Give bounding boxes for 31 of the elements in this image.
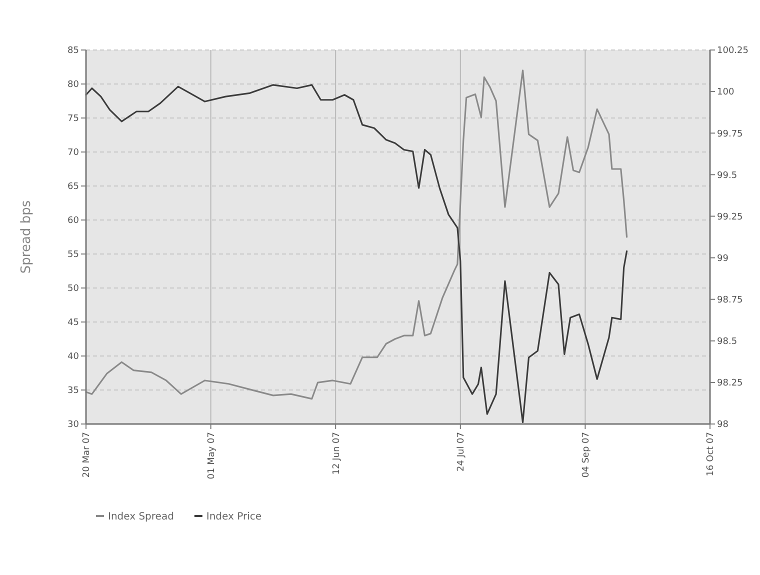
y-tick-label: 75 <box>68 114 79 124</box>
y2-tick-label: 98.5 <box>717 337 738 348</box>
y-axis-title: Spread bps <box>19 200 34 274</box>
y-tick-label: 65 <box>68 182 79 192</box>
y-tick-label: 55 <box>68 250 79 260</box>
y-tick-label: 30 <box>68 420 80 430</box>
y-tick-label: 45 <box>68 318 79 328</box>
y-tick-label: 40 <box>68 352 80 362</box>
y-tick-label: 35 <box>68 386 79 396</box>
y2-tick-label: 99.75 <box>717 129 743 140</box>
legend-label: Index Spread <box>108 512 174 522</box>
y2-tick-label: 99 <box>717 254 729 264</box>
y2-tick-label: 98.75 <box>717 295 743 306</box>
x-tick-label: 12 Jun 07 <box>332 432 342 475</box>
y-tick-label: 70 <box>68 148 80 158</box>
y-tick-label: 50 <box>68 284 80 294</box>
x-tick-label: 20 Mar 07 <box>82 432 92 478</box>
y2-tick-label: 98.25 <box>717 378 743 389</box>
y-tick-label: 60 <box>68 216 80 226</box>
y2-tick-label: 99.25 <box>717 212 743 222</box>
x-tick-label: 24 Jul 07 <box>456 432 467 472</box>
y2-tick-label: 100 <box>717 88 734 98</box>
x-tick-label: 04 Sep 07 <box>581 432 592 478</box>
x-tick-label: 16 Oct 07 <box>706 432 716 476</box>
y2-tick-label: 99.5 <box>717 170 738 181</box>
y2-tick-label: 100.25 <box>717 46 748 56</box>
y2-tick-label: 98 <box>717 420 729 430</box>
y-tick-label: 85 <box>68 46 79 56</box>
legend-label: Index Price <box>206 512 262 522</box>
x-tick-label: 01 May 07 <box>206 432 217 480</box>
y-tick-label: 80 <box>68 80 80 90</box>
